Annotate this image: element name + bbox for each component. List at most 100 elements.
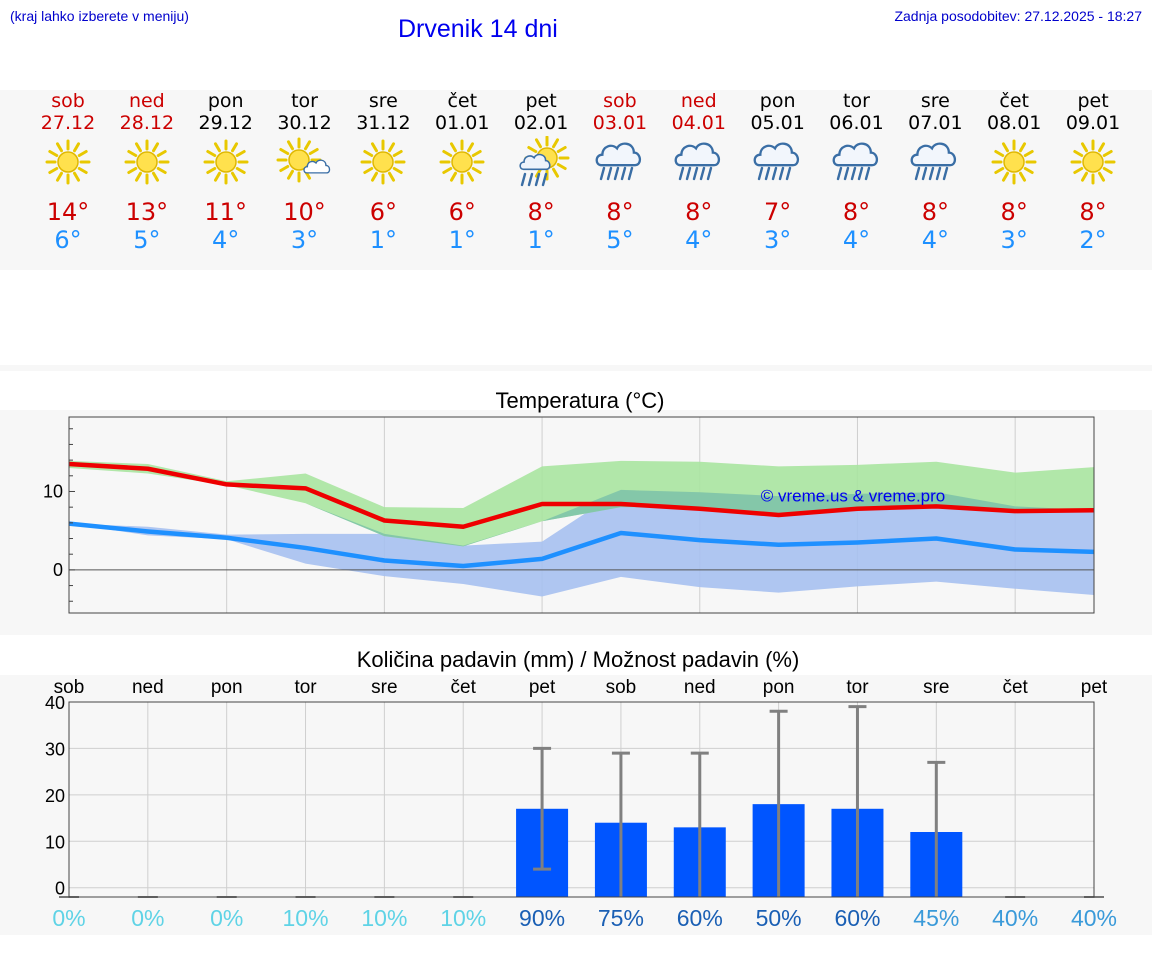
category-label: ned bbox=[132, 677, 164, 698]
temp-min: 4° bbox=[842, 226, 871, 254]
watermark: © vreme.us & vreme.pro bbox=[761, 486, 945, 505]
day-column: pet 09.01 8° 2° bbox=[1053, 90, 1133, 254]
day-date: 07.01 bbox=[908, 112, 963, 134]
day-name: pon bbox=[759, 90, 796, 112]
temp-max: 11° bbox=[204, 198, 247, 226]
page-title: Drvenik 14 dni bbox=[398, 15, 558, 43]
y-tick-label: 0 bbox=[55, 879, 65, 899]
category-label: tor bbox=[846, 677, 869, 698]
day-name: sob bbox=[51, 90, 85, 112]
day-column: sre 31.12 6° 1° bbox=[343, 90, 423, 254]
day-date: 04.01 bbox=[671, 112, 726, 134]
category-label: pon bbox=[211, 677, 243, 698]
sun-icon bbox=[28, 136, 108, 194]
day-column: ned 28.12 13° 5° bbox=[107, 90, 187, 254]
temp-min: 4° bbox=[212, 226, 240, 254]
temp-min: 5° bbox=[606, 226, 634, 254]
y-tick-label: 10 bbox=[45, 832, 65, 852]
day-column: čet 08.01 8° 3° bbox=[974, 90, 1054, 254]
day-date: 01.01 bbox=[435, 112, 490, 134]
sun-rain-icon bbox=[501, 135, 581, 194]
last-updated: Zadnja posodobitev: 27.12.2025 - 18:27 bbox=[894, 8, 1142, 24]
precip-probability: 10% bbox=[361, 905, 407, 931]
day-date: 30.12 bbox=[277, 112, 332, 134]
temp-min: 1° bbox=[527, 226, 555, 254]
sun-icon bbox=[186, 136, 266, 194]
precipitation-chart: Količina padavin (mm) / Možnost padavin … bbox=[0, 647, 1152, 935]
precip-probability: 10% bbox=[440, 905, 486, 931]
temp-max: 6° bbox=[369, 198, 398, 226]
day-date: 03.01 bbox=[592, 112, 648, 134]
sun-icon bbox=[422, 136, 502, 194]
temp-max: 8° bbox=[842, 198, 871, 226]
day-name: sre bbox=[920, 90, 950, 112]
temp-min: 4° bbox=[685, 226, 713, 254]
category-label: pet bbox=[1081, 677, 1108, 698]
sun-cloud-icon bbox=[265, 136, 345, 194]
day-date: 06.01 bbox=[829, 112, 884, 134]
day-date: 29.12 bbox=[198, 112, 253, 134]
category-label: pet bbox=[529, 677, 556, 698]
temp-max: 8° bbox=[527, 198, 555, 226]
day-name: čet bbox=[999, 90, 1029, 112]
day-date: 31.12 bbox=[356, 112, 411, 134]
day-name: pon bbox=[207, 90, 244, 112]
category-label: sob bbox=[54, 677, 85, 698]
temp-max: 8° bbox=[1079, 198, 1107, 226]
divider bbox=[0, 365, 1152, 371]
day-column: ned 04.01 8° 4° bbox=[659, 90, 739, 254]
day-column: pet 02.01 8° 1° bbox=[501, 90, 581, 254]
day-date: 05.01 bbox=[750, 112, 805, 134]
max-temp-line bbox=[68, 461, 1095, 530]
sun-icon bbox=[974, 136, 1054, 194]
temp-min: 1° bbox=[369, 226, 398, 254]
precip-probability: 60% bbox=[834, 905, 880, 931]
location-hint[interactable]: (kraj lahko izberete v meniju) bbox=[10, 8, 189, 24]
precip-probability: 75% bbox=[598, 905, 644, 931]
day-column: sob 03.01 8° 5° bbox=[580, 90, 660, 254]
day-name: čet bbox=[447, 90, 478, 112]
temp-min: 2° bbox=[1079, 226, 1107, 254]
rain-cloud-icon bbox=[895, 136, 975, 194]
day-column: čet 01.01 6° 1° bbox=[422, 90, 502, 254]
temp-max: 7° bbox=[764, 198, 792, 226]
temp-min: 3° bbox=[764, 226, 792, 254]
chart-title: Temperatura (°C) bbox=[496, 388, 665, 413]
temp-max: 6° bbox=[448, 198, 476, 226]
y-tick-label: 40 bbox=[45, 693, 65, 713]
day-name: pet bbox=[1077, 90, 1109, 112]
sun-icon bbox=[107, 136, 187, 194]
precip-probability: 60% bbox=[677, 905, 723, 931]
category-label: pon bbox=[763, 677, 795, 698]
precip-probability: 0% bbox=[210, 905, 243, 931]
rain-cloud-icon bbox=[817, 136, 897, 194]
precip-probability: 10% bbox=[283, 905, 329, 931]
temp-min: 1° bbox=[448, 226, 476, 254]
day-name: tor bbox=[843, 90, 870, 112]
day-column: sob 27.12 14° 6° bbox=[28, 90, 108, 254]
day-date: 28.12 bbox=[119, 112, 175, 134]
temp-min: 4° bbox=[921, 226, 949, 254]
y-tick-label: 30 bbox=[45, 739, 65, 759]
day-date: 09.01 bbox=[1065, 112, 1121, 134]
sun-icon bbox=[343, 136, 423, 194]
temp-max: 13° bbox=[125, 198, 169, 226]
day-column: pon 29.12 11° 4° bbox=[186, 90, 266, 254]
category-label: sob bbox=[606, 677, 637, 698]
precip-probability: 40% bbox=[992, 905, 1038, 931]
forecast-strip-background bbox=[0, 90, 1152, 270]
precip-probability: 45% bbox=[913, 905, 959, 931]
rain-cloud-icon bbox=[580, 136, 660, 194]
temp-min: 3° bbox=[290, 226, 319, 254]
temp-max: 10° bbox=[283, 198, 326, 226]
day-name: tor bbox=[291, 90, 318, 112]
day-date: 27.12 bbox=[40, 112, 96, 134]
temperature-chart: Temperatura (°C) 0 10 © vreme.us & vreme.pr… bbox=[0, 388, 1152, 635]
temp-max: 8° bbox=[606, 198, 634, 226]
day-name: pet bbox=[525, 90, 557, 112]
category-label: čet bbox=[451, 677, 477, 698]
day-column: sre 07.01 8° 4° bbox=[895, 90, 975, 254]
temp-max: 8° bbox=[921, 198, 949, 226]
category-label: čet bbox=[1002, 677, 1028, 698]
overlap-band bbox=[69, 467, 1094, 547]
